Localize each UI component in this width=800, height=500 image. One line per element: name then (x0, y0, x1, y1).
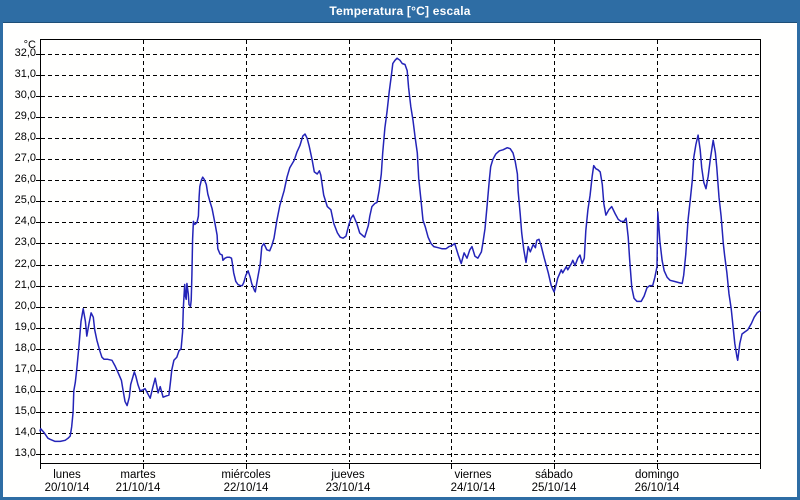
x-axis-day-label: domingo 26/10/14 (609, 468, 705, 495)
y-axis-tick-label: 21,0 (14, 278, 36, 291)
day-date: 26/10/14 (634, 482, 680, 494)
y-axis-tick-label: 19,0 (14, 320, 36, 333)
x-axis-day-label: jueves 23/10/14 (300, 468, 396, 495)
y-axis-tick-label: 29,0 (14, 110, 36, 123)
y-axis-tick-label: 22,0 (14, 257, 36, 270)
x-axis-day-label: sábado 25/10/14 (506, 468, 602, 495)
day-name: viernes (454, 469, 492, 481)
day-date: 20/10/14 (44, 482, 90, 494)
chart-title: Temperatura [°C] escala (329, 4, 471, 18)
y-axis-tick-label: 31,0 (14, 68, 36, 81)
plot-border (40, 39, 761, 464)
x-axis-day-label: lunes 20/10/14 (19, 468, 115, 495)
temperature-series-line (39, 57, 761, 443)
day-name: domingo (634, 469, 680, 481)
y-axis-tick-label: 13,0 (14, 447, 36, 459)
y-axis-tick-label: 20,0 (14, 299, 36, 312)
day-name: lunes (53, 469, 81, 481)
y-axis-tick-label: 25,0 (14, 194, 36, 207)
day-name: sábado (535, 469, 573, 481)
day-date: 25/10/14 (531, 482, 577, 494)
y-axis-tick-label: 26,0 (14, 173, 36, 186)
day-name: jueves (331, 469, 365, 481)
x-axis-day-label: miércoles 22/10/14 (198, 468, 294, 495)
y-axis-tick-label: 16,0 (14, 383, 36, 396)
y-axis-tick-label: 24,0 (14, 215, 36, 228)
x-axis-day-label: viernes 24/10/14 (425, 468, 521, 495)
y-axis-tick-label: 30,0 (14, 89, 36, 102)
day-name: martes (120, 469, 156, 481)
y-axis-tick-label: 32,0 (14, 47, 36, 59)
y-axis-tick-label: 27,0 (14, 152, 36, 165)
y-axis-tick-label: 28,0 (14, 131, 36, 144)
day-date: 21/10/14 (115, 482, 161, 494)
y-axis-unit-label: °C (23, 39, 36, 51)
day-date: 24/10/14 (450, 482, 496, 494)
y-axis-tick-label: 23,0 (14, 236, 36, 249)
y-axis-tick-label: 18,0 (14, 341, 36, 354)
y-axis-tick-label: 14,0 (14, 425, 36, 438)
day-date: 23/10/14 (325, 482, 371, 494)
y-axis-tick-label: 17,0 (14, 362, 36, 375)
y-axis-tick-label: 15,0 (14, 404, 36, 417)
title-bar: Temperatura [°C] escala (3, 3, 797, 23)
day-name: miércoles (221, 469, 271, 481)
x-axis-day-label: martes 21/10/14 (90, 468, 186, 495)
day-date: 22/10/14 (223, 482, 269, 494)
